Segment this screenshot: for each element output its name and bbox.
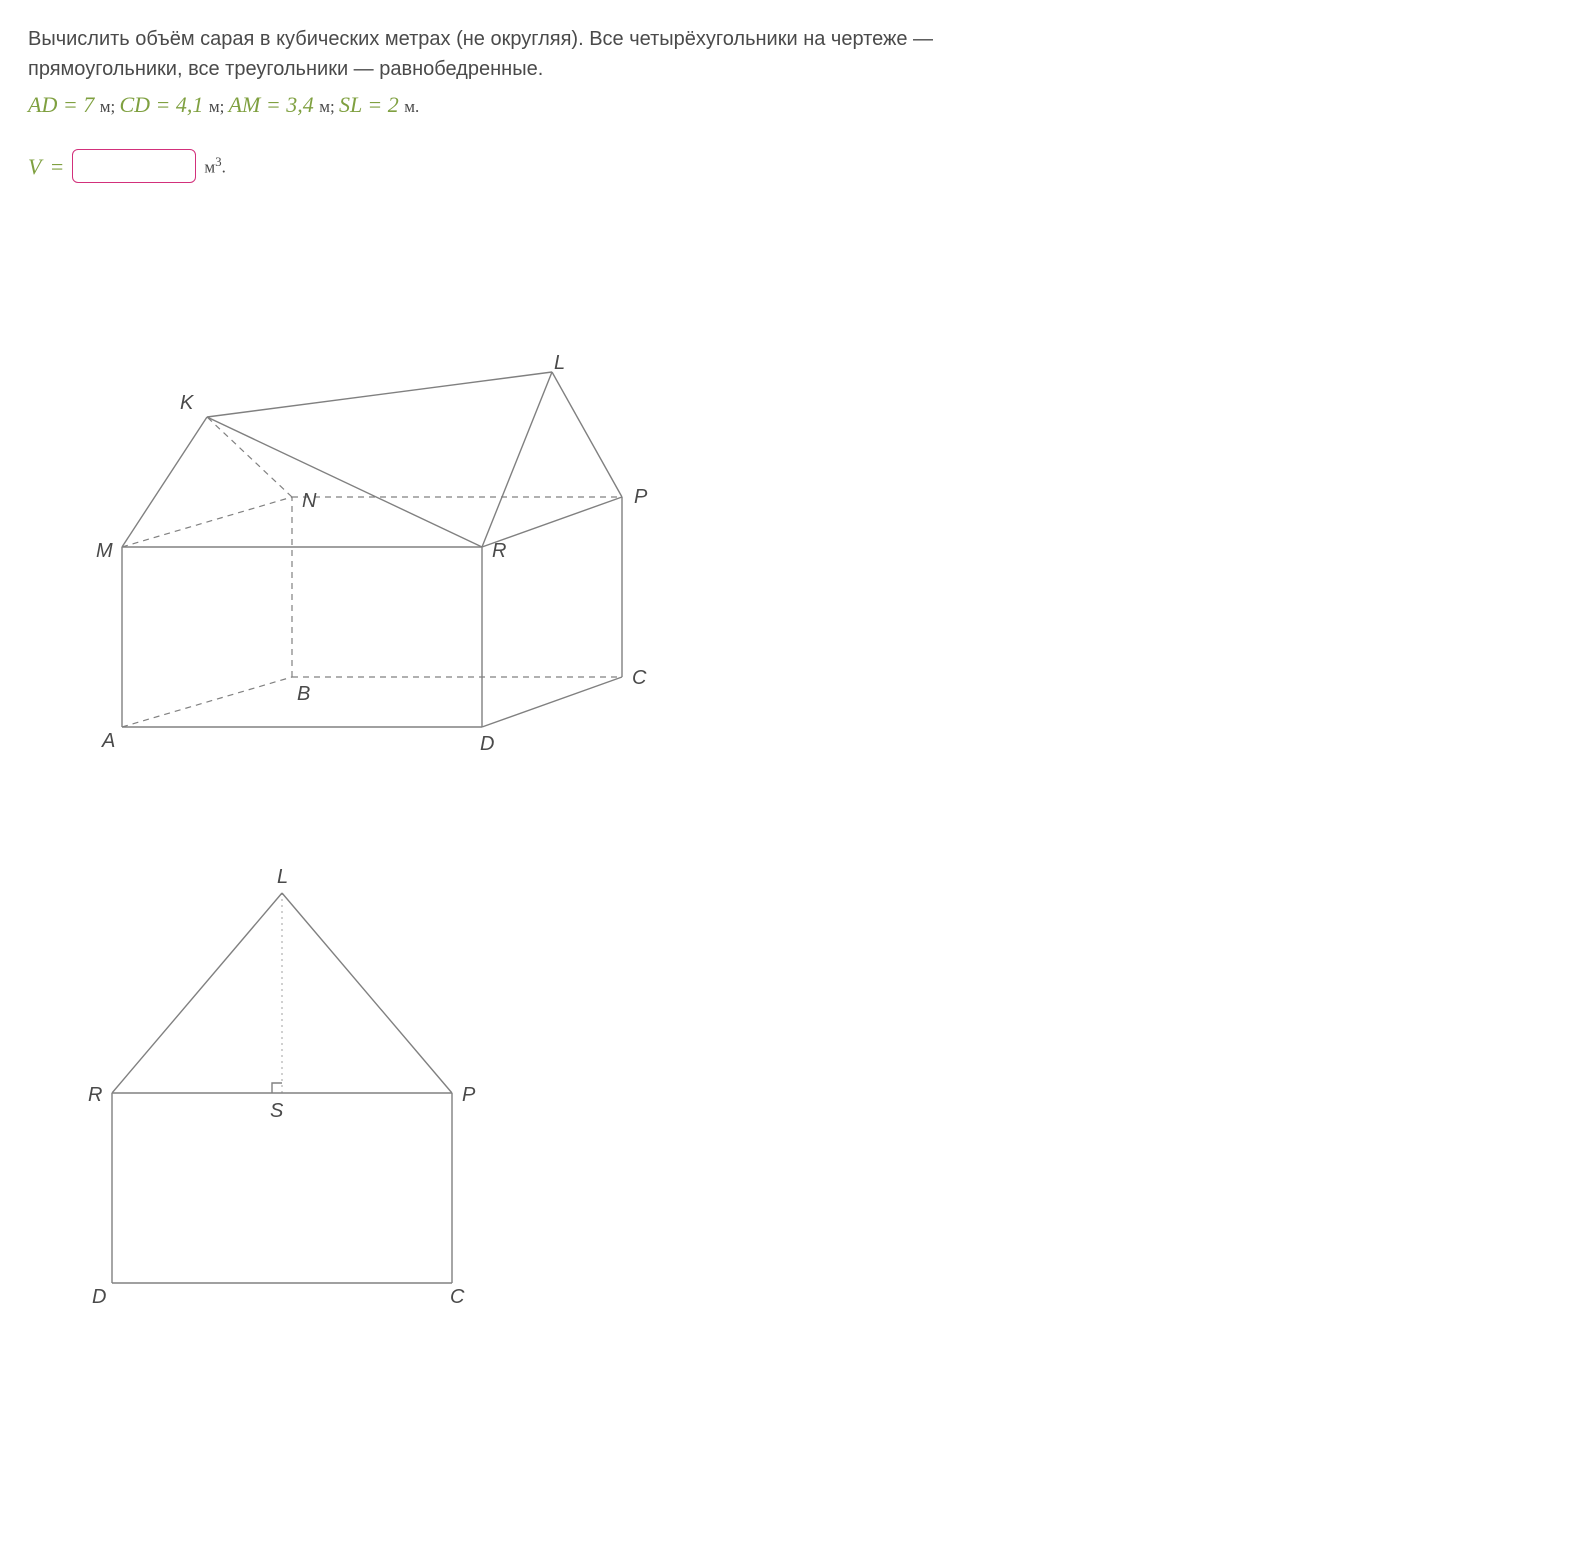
svg-text:P: P — [462, 1084, 476, 1106]
svg-text:L: L — [554, 352, 565, 374]
svg-text:C: C — [450, 1286, 465, 1308]
svg-text:R: R — [492, 540, 506, 562]
var-SL: SL — [339, 92, 362, 117]
var-AM: AM — [229, 92, 261, 117]
svg-text:K: K — [180, 392, 195, 414]
unit-cube: м3. — [204, 152, 226, 180]
problem-line2: прямоугольники, все треугольники — равно… — [28, 58, 543, 80]
var-CD: CD — [119, 92, 150, 117]
svg-text:C: C — [632, 667, 647, 689]
barn-side-diagram: D C R P L S — [52, 823, 572, 1323]
problem-statement: Вычислить объём сарая в кубических метра… — [28, 24, 1564, 84]
svg-text:D: D — [480, 733, 494, 755]
equals-sign: = — [49, 150, 64, 183]
svg-text:M: M — [96, 540, 113, 562]
svg-text:N: N — [302, 490, 317, 512]
svg-text:A: A — [101, 730, 115, 752]
svg-text:P: P — [634, 486, 648, 508]
volume-input[interactable] — [72, 149, 196, 183]
problem-line1: Вычислить объём сарая в кубических метра… — [28, 28, 933, 50]
barn-3d-diagram: A D C B M R P N K L — [52, 227, 692, 787]
answer-row: V = м3. — [28, 149, 1564, 183]
var-V: V — [28, 150, 41, 183]
svg-text:B: B — [297, 683, 310, 705]
var-AD: AD — [28, 92, 57, 117]
svg-text:R: R — [88, 1084, 102, 1106]
svg-text:L: L — [277, 866, 288, 888]
svg-text:S: S — [270, 1100, 284, 1122]
svg-text:D: D — [92, 1286, 106, 1308]
given-values: AD = 7 м; CD = 4,1 м; AM = 3,4 м; SL = 2… — [28, 88, 1564, 121]
